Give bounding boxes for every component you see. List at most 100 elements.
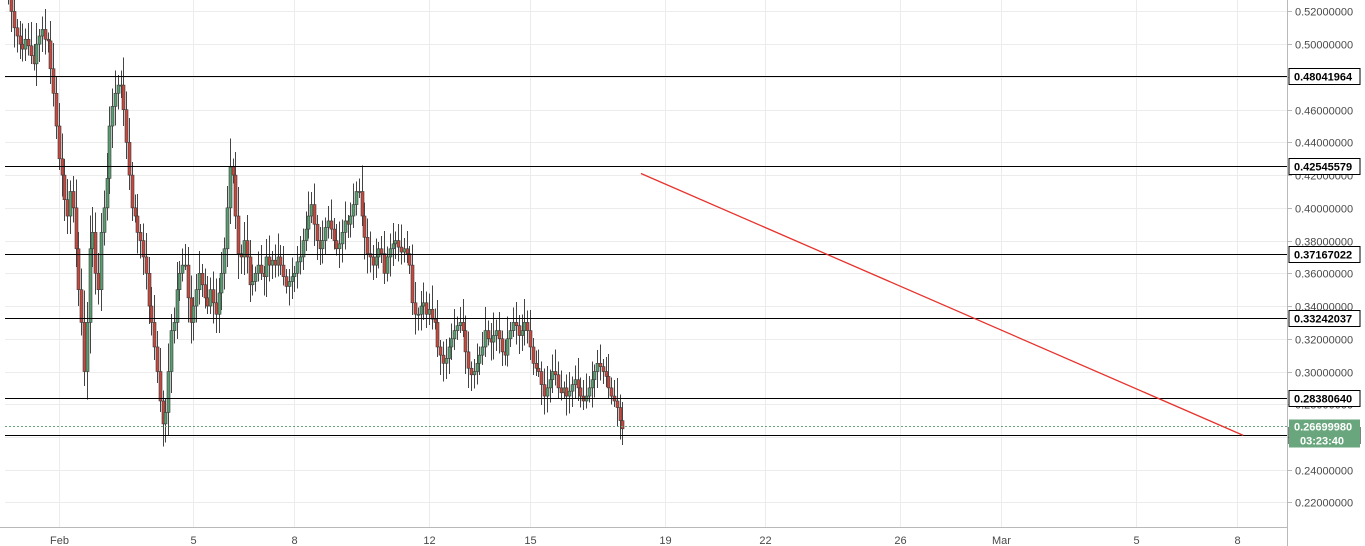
time-tick-label: 5 bbox=[1133, 535, 1139, 546]
candle bbox=[371, 245, 376, 280]
candle-body bbox=[225, 207, 230, 250]
candle bbox=[183, 243, 188, 271]
candle bbox=[598, 344, 603, 381]
candle bbox=[365, 218, 370, 274]
candle-body bbox=[37, 35, 42, 45]
price-tick-label: 0.40000000 bbox=[1295, 204, 1353, 216]
candle bbox=[278, 245, 283, 275]
price-tick-label: 0.22000000 bbox=[1295, 498, 1353, 510]
candle-body bbox=[278, 256, 283, 266]
time-tick-label: 12 bbox=[423, 535, 435, 546]
grid bbox=[5, 0, 1287, 527]
candle bbox=[528, 310, 533, 361]
candle-body bbox=[155, 346, 160, 372]
candle-body bbox=[531, 346, 536, 364]
candle-body bbox=[433, 318, 438, 323]
candle-body bbox=[236, 215, 241, 254]
candle-body bbox=[517, 325, 522, 336]
candle-body bbox=[186, 264, 191, 299]
candle bbox=[620, 402, 625, 446]
candle bbox=[553, 349, 558, 386]
candle-body bbox=[166, 371, 171, 413]
level-label-box bbox=[1288, 310, 1361, 327]
candle-body bbox=[40, 29, 45, 37]
candle bbox=[37, 29, 42, 63]
candle bbox=[290, 257, 295, 299]
candle-body bbox=[391, 243, 396, 250]
candle-body bbox=[90, 232, 95, 250]
candle-body bbox=[245, 240, 250, 258]
candle bbox=[65, 179, 70, 235]
price-tick-label: 0.32000000 bbox=[1295, 335, 1353, 347]
candle-body bbox=[295, 261, 300, 274]
time-tick-label: 15 bbox=[524, 535, 536, 546]
candle bbox=[287, 268, 292, 306]
candle-body bbox=[175, 289, 180, 323]
price-tick-label: 0.38000000 bbox=[1295, 237, 1353, 249]
candle bbox=[180, 248, 185, 282]
candle bbox=[531, 337, 536, 375]
candle bbox=[253, 266, 258, 292]
candle-body bbox=[54, 92, 59, 127]
time-axis[interactable]: Feb 5 8 12 15 19 22 26 Mar 5 8 bbox=[50, 535, 1241, 546]
candle bbox=[298, 236, 303, 275]
candle-body bbox=[284, 276, 289, 287]
candle bbox=[391, 222, 396, 267]
candle bbox=[469, 361, 474, 391]
candle-body bbox=[522, 322, 527, 331]
candle bbox=[573, 365, 578, 399]
candle bbox=[26, 22, 31, 56]
candle-body bbox=[287, 281, 292, 287]
candle-body bbox=[301, 240, 306, 258]
candle bbox=[323, 217, 328, 255]
candle bbox=[567, 371, 572, 414]
candle bbox=[463, 315, 468, 375]
candle bbox=[51, 42, 56, 107]
trend-line[interactable] bbox=[640, 172, 1244, 436]
candle-body bbox=[472, 371, 477, 376]
candle bbox=[197, 251, 202, 305]
candle-body bbox=[82, 322, 87, 372]
candle bbox=[9, 0, 14, 33]
horizontal-levels bbox=[5, 76, 1287, 436]
candle bbox=[219, 252, 224, 310]
candle bbox=[419, 290, 424, 331]
time-tick-label: 26 bbox=[894, 535, 906, 546]
candle-body bbox=[228, 166, 233, 209]
candle-body bbox=[351, 204, 356, 217]
candle bbox=[144, 233, 149, 290]
candle bbox=[250, 264, 255, 296]
candle bbox=[29, 22, 34, 65]
candle-body bbox=[233, 174, 238, 217]
candle bbox=[368, 231, 373, 273]
candle bbox=[452, 308, 457, 351]
level-label-box bbox=[1288, 68, 1361, 85]
candle-body bbox=[416, 313, 421, 316]
candle bbox=[194, 274, 199, 323]
price-tick-label: 0.36000000 bbox=[1295, 269, 1353, 281]
level-label-box bbox=[1288, 246, 1361, 263]
candle-body bbox=[427, 309, 432, 315]
candle bbox=[609, 377, 614, 405]
candle-body bbox=[214, 302, 219, 315]
candle bbox=[494, 319, 499, 352]
candle-body bbox=[26, 38, 31, 47]
candle bbox=[15, 19, 20, 53]
candle-body bbox=[385, 256, 390, 274]
candle-body bbox=[618, 407, 623, 421]
candle bbox=[578, 377, 583, 408]
candle-body bbox=[107, 125, 112, 179]
candle-body bbox=[357, 191, 362, 193]
candle bbox=[343, 201, 348, 250]
candle bbox=[200, 263, 205, 297]
candle bbox=[539, 361, 544, 406]
candle-body bbox=[163, 412, 168, 425]
candle bbox=[315, 215, 320, 261]
candle bbox=[82, 290, 87, 387]
candle bbox=[102, 190, 107, 246]
candle-body bbox=[29, 45, 34, 56]
candle-body bbox=[564, 387, 569, 397]
candle-body bbox=[141, 240, 146, 258]
candles bbox=[8, 0, 625, 447]
